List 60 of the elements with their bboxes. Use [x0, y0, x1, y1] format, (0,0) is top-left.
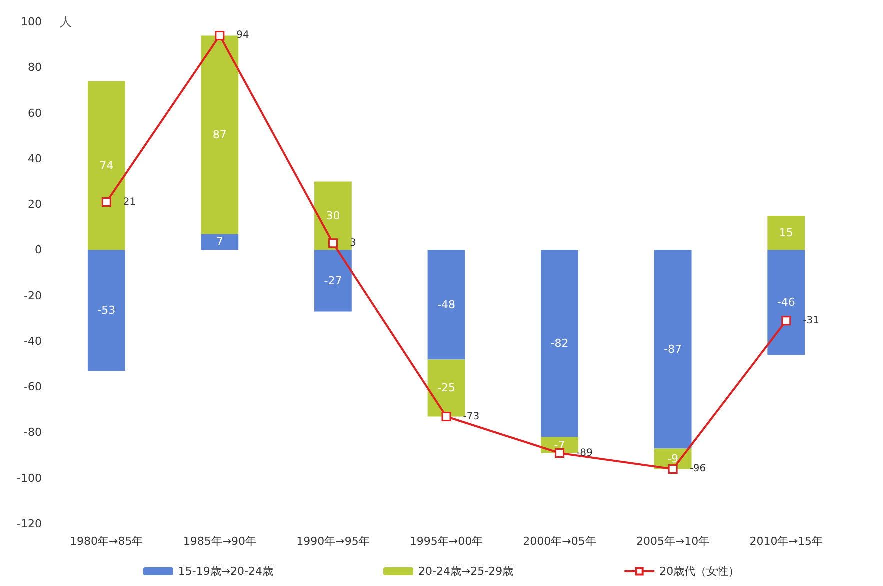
y-tick-label: -120	[17, 518, 42, 530]
x-tick-label: 2005年→10年	[636, 535, 710, 548]
data-label: -27	[324, 274, 342, 288]
data-label: -7	[554, 438, 566, 452]
data-label: -82	[550, 337, 569, 350]
y-tick-label: -20	[24, 289, 42, 302]
data-label: 30	[326, 209, 340, 222]
x-tick-label: 2010年→15年	[750, 535, 823, 548]
y-tick-label: 0	[35, 244, 42, 257]
data-label: -46	[777, 296, 796, 310]
data-label: -73	[463, 411, 480, 422]
bar	[428, 360, 466, 417]
point	[215, 30, 225, 40]
y-tick-label: -80	[24, 426, 42, 440]
y-tick-label: 40	[28, 152, 42, 166]
y-tick-label: 20	[28, 198, 42, 212]
y-tick-label: 100	[21, 16, 42, 28]
y-tick-label: 60	[28, 106, 42, 120]
point	[668, 464, 678, 474]
legend-label: 20-24歳→25-29歳	[418, 565, 514, 578]
bar	[201, 36, 239, 234]
bar	[768, 216, 806, 250]
bar	[768, 250, 806, 356]
x-tick-label: 2000年→05年	[523, 535, 596, 548]
bar	[541, 250, 578, 438]
bar	[314, 182, 352, 250]
legend-label: 20歳代（女性）	[660, 565, 740, 578]
y-tick-label: -40	[24, 334, 42, 348]
bar	[314, 250, 352, 312]
point	[102, 198, 112, 208]
data-label: 87	[212, 128, 227, 142]
y-tick-label: -100	[17, 472, 42, 485]
y-tick-label: -60	[24, 380, 42, 394]
x-tick-label: 1985年→90年	[183, 535, 257, 548]
data-label: -87	[664, 342, 682, 356]
legend-label: 15-19歳→20-24歳	[178, 565, 274, 578]
bar	[88, 250, 126, 372]
point	[782, 316, 792, 326]
bar	[428, 250, 466, 360]
x-tick-label: 1995年→00年	[410, 535, 484, 548]
data-label: -53	[98, 304, 116, 318]
data-label: -48	[438, 298, 456, 312]
x-tick-label: 1990年→95年	[296, 535, 370, 548]
data-label: 7	[216, 236, 224, 249]
point	[328, 238, 338, 248]
bar	[88, 81, 126, 250]
data-label: 74	[100, 159, 114, 172]
data-label: -9	[668, 452, 679, 466]
point	[555, 448, 565, 458]
data-label: -89	[576, 448, 593, 459]
bar	[201, 234, 239, 250]
bar	[654, 250, 692, 449]
point	[442, 412, 452, 422]
x-tick-label: 1980年→85年	[70, 535, 144, 548]
y-axis-title: 人	[60, 15, 72, 29]
data-label: 15	[779, 226, 794, 240]
data-label: 94	[236, 30, 250, 42]
y-tick-label: 80	[28, 61, 42, 74]
data-label: -96	[690, 464, 706, 475]
data-label: -25	[438, 382, 456, 395]
